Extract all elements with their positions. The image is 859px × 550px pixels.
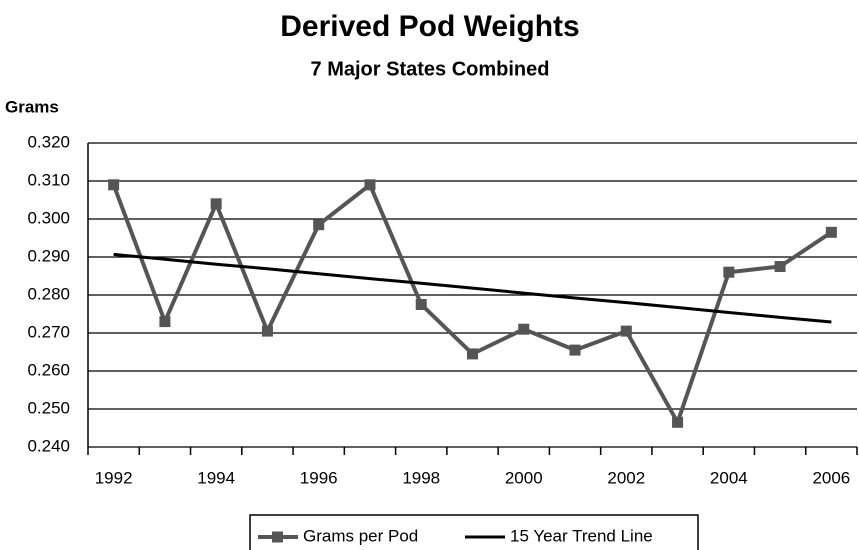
data-point [415,299,427,310]
series-line [111,181,833,428]
chart-title: Derived Pod Weights [280,10,580,43]
x-tick-label: 2000 [505,468,543,487]
data-point [620,325,632,337]
y-tick-label: 0.250 [27,398,70,417]
data-point [364,179,376,191]
data-point [210,198,222,210]
data-point [518,323,530,335]
legend-box [249,514,699,550]
data-point [723,266,735,278]
x-tick-label: 1996 [300,468,338,487]
data-point [159,316,171,328]
y-tick-label: 0.240 [27,436,70,455]
y-tick-label: 0.300 [27,208,70,227]
y-tick-label: 0.260 [27,360,70,379]
x-tick-label: 2002 [607,468,645,487]
x-tick-label: 2004 [710,468,748,487]
x-tick-label: 1998 [402,468,440,487]
y-axis-label: Grams [5,97,59,116]
x-tick-label: 1994 [197,468,235,487]
legend-marker [272,531,283,543]
y-tick-label: 0.320 [27,132,70,151]
data-point [569,344,581,356]
data-point [261,325,273,337]
x-tick-label: 2006 [812,468,850,487]
data-point [313,219,325,231]
legend-label: 15 Year Trend Line [510,526,653,545]
legend-label: Grams per Pod [303,526,418,545]
y-tick-label: 0.310 [27,170,70,189]
chart-subtitle: 7 Major States Combined [311,58,550,80]
y-tick-label: 0.290 [27,246,70,265]
y-tick-label: 0.280 [27,284,70,303]
x-tick-label: 1992 [95,468,133,487]
data-point [108,179,120,191]
data-point [672,416,684,428]
y-tick-label: 0.270 [27,322,70,341]
data-point [774,261,786,272]
data-point [467,348,478,360]
series-line [113,252,832,324]
data-point [825,226,837,238]
